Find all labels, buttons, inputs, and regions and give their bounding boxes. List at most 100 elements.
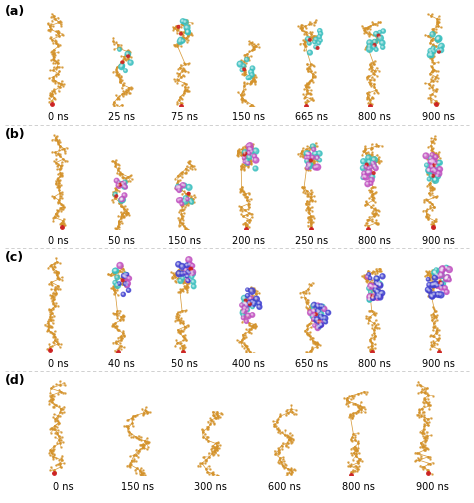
Circle shape: [177, 272, 179, 274]
Circle shape: [183, 271, 187, 275]
Text: 900 ns: 900 ns: [416, 482, 449, 492]
Circle shape: [243, 68, 246, 71]
Circle shape: [319, 32, 323, 36]
Circle shape: [361, 165, 365, 171]
Circle shape: [379, 31, 380, 32]
Circle shape: [436, 36, 442, 42]
Circle shape: [369, 182, 373, 185]
Circle shape: [247, 146, 253, 152]
Circle shape: [125, 69, 126, 71]
Circle shape: [381, 292, 382, 293]
Circle shape: [374, 285, 375, 287]
Circle shape: [321, 304, 325, 308]
Circle shape: [437, 166, 443, 172]
Circle shape: [432, 270, 438, 276]
Circle shape: [371, 295, 374, 298]
Circle shape: [180, 202, 183, 206]
Text: 0 ns: 0 ns: [48, 235, 69, 245]
Circle shape: [317, 41, 320, 45]
Circle shape: [191, 271, 192, 272]
Circle shape: [251, 300, 253, 302]
Circle shape: [430, 153, 435, 157]
Circle shape: [304, 151, 310, 156]
Circle shape: [121, 183, 123, 184]
Circle shape: [428, 290, 429, 291]
Circle shape: [432, 175, 435, 177]
Circle shape: [127, 288, 131, 292]
Circle shape: [439, 285, 444, 290]
Circle shape: [308, 42, 310, 43]
Circle shape: [437, 293, 438, 295]
Circle shape: [319, 323, 321, 325]
Circle shape: [180, 199, 181, 200]
Circle shape: [442, 270, 443, 271]
Circle shape: [446, 267, 447, 268]
Circle shape: [382, 30, 383, 31]
Circle shape: [442, 268, 443, 269]
Circle shape: [179, 280, 181, 281]
Circle shape: [318, 42, 319, 43]
Circle shape: [439, 293, 441, 295]
Circle shape: [123, 274, 129, 281]
Circle shape: [368, 296, 370, 298]
Circle shape: [191, 201, 192, 202]
Circle shape: [439, 285, 440, 286]
Circle shape: [118, 184, 119, 186]
Circle shape: [361, 176, 365, 180]
Circle shape: [316, 317, 319, 321]
Circle shape: [182, 277, 183, 278]
Circle shape: [322, 319, 327, 323]
Circle shape: [433, 281, 439, 287]
Circle shape: [180, 32, 182, 35]
Circle shape: [431, 33, 433, 34]
Circle shape: [312, 309, 314, 311]
Circle shape: [432, 270, 438, 276]
Circle shape: [308, 310, 313, 315]
Circle shape: [428, 177, 431, 181]
Circle shape: [441, 282, 443, 284]
Circle shape: [367, 273, 371, 276]
Circle shape: [429, 51, 433, 55]
Circle shape: [379, 284, 380, 285]
Circle shape: [243, 160, 246, 163]
Circle shape: [378, 281, 381, 285]
Circle shape: [433, 50, 434, 51]
Circle shape: [430, 52, 431, 53]
Circle shape: [317, 305, 319, 307]
Circle shape: [246, 161, 250, 165]
Circle shape: [319, 304, 323, 308]
Circle shape: [115, 275, 119, 280]
Circle shape: [374, 32, 379, 36]
Circle shape: [312, 317, 316, 321]
Circle shape: [179, 186, 180, 187]
Circle shape: [367, 295, 372, 300]
Circle shape: [246, 295, 248, 296]
Circle shape: [435, 269, 437, 270]
Circle shape: [189, 269, 196, 275]
Circle shape: [115, 180, 117, 181]
Circle shape: [437, 38, 438, 39]
Circle shape: [379, 284, 380, 286]
Circle shape: [372, 294, 375, 298]
Circle shape: [439, 266, 446, 272]
Circle shape: [365, 170, 371, 175]
Circle shape: [378, 283, 383, 288]
Circle shape: [378, 31, 382, 34]
Circle shape: [251, 314, 253, 315]
Text: (b): (b): [5, 128, 26, 141]
Circle shape: [311, 145, 313, 146]
Circle shape: [191, 265, 192, 266]
Circle shape: [440, 49, 441, 50]
Circle shape: [322, 315, 328, 321]
Circle shape: [380, 40, 385, 45]
Circle shape: [375, 295, 380, 300]
Circle shape: [438, 292, 444, 298]
Circle shape: [438, 50, 440, 53]
Circle shape: [253, 303, 254, 304]
Circle shape: [426, 287, 431, 292]
Circle shape: [245, 313, 251, 319]
Circle shape: [378, 295, 383, 300]
Circle shape: [121, 279, 124, 282]
Circle shape: [185, 275, 188, 278]
Text: 400 ns: 400 ns: [232, 359, 264, 369]
